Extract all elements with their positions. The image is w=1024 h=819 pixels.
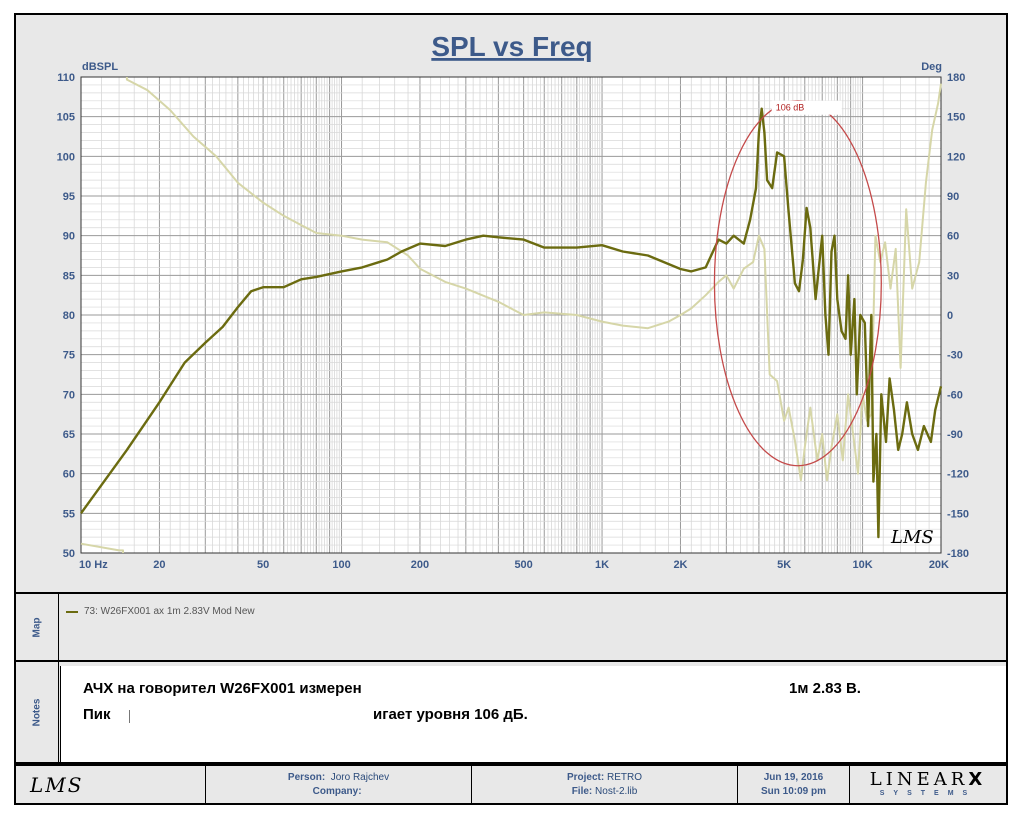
- x-tick-label: 10K: [852, 559, 872, 571]
- y-right-tick-label: -90: [947, 429, 963, 441]
- y-right-tick-label: 120: [947, 151, 965, 163]
- y-right-tick-label: 180: [947, 72, 965, 84]
- note-line-1: АЧХ на говорител W26FX001 измерен: [83, 680, 362, 697]
- y-right-tick-label: 0: [947, 310, 953, 322]
- x-tick-label: 5K: [777, 559, 791, 571]
- y-axis-label-left: dBSPL: [82, 61, 118, 73]
- note-line-1-right: 1м 2.83 В.: [789, 680, 861, 697]
- legend-entry[interactable]: 73: W26FX001 ax 1m 2.83V Mod New: [66, 606, 255, 617]
- notes-side-label: Notes: [16, 662, 59, 762]
- brand-logo: LINEARX: [869, 768, 987, 790]
- annotation-label: 106 dB: [776, 103, 805, 113]
- footer: LMS Person: Joro Rajchev Company: Projec…: [14, 764, 1008, 805]
- map-side-label: Map: [16, 594, 59, 660]
- x-tick-label: 50: [257, 559, 269, 571]
- y-right-tick-label: -30: [947, 350, 963, 362]
- spl-series-line: [80, 107, 943, 539]
- y-left-tick-label: 85: [63, 270, 75, 282]
- y-right-tick-label: 90: [947, 191, 959, 203]
- footer-date-cell: Jun 19, 2016 Sun 10:09 pm: [738, 766, 850, 803]
- person-value: Joro Rajchev: [330, 771, 390, 783]
- y-right-tick-label: -150: [947, 508, 969, 520]
- y-left-tick-label: 55: [63, 508, 75, 520]
- y-right-tick-label: 150: [947, 112, 965, 124]
- footer-brand-cell: LINEARX SYSTEMS: [850, 766, 1006, 803]
- spl-chart: SPL vs Freq dBSPL Deg 50 55 60 65 70 75 80 85 90…: [57, 31, 969, 571]
- file-value: Nost-2.lib: [595, 785, 638, 797]
- x-tick-label: 20K: [929, 559, 949, 571]
- x-tick-label: 2K: [673, 559, 687, 571]
- y-left-tick-label: 90: [63, 231, 75, 243]
- lms-logo: LMS: [30, 772, 84, 797]
- notes-box[interactable]: АЧХ на говорител W26FX001 измерен 1м 2.8…: [60, 666, 1006, 762]
- y-left-tick-label: 80: [63, 310, 75, 322]
- phase-series-line: [80, 77, 942, 553]
- footer-logo-cell: LMS: [16, 766, 206, 803]
- y-left-tick-label: 105: [57, 112, 75, 124]
- lms-watermark: LMS: [890, 527, 934, 548]
- y-left-tick-label: 100: [57, 151, 75, 163]
- annotation-background: [771, 100, 842, 115]
- x-tick-label: 1K: [595, 559, 609, 571]
- brand-subtitle: SYSTEMS: [879, 789, 977, 797]
- chart-title: SPL vs Freq: [431, 31, 592, 62]
- note-line-2a: Пик: [83, 706, 111, 723]
- y-left-tick-label: 50: [63, 548, 75, 560]
- y-left-tick-label: 70: [63, 389, 75, 401]
- time-value: Sun 10:09 pm: [760, 785, 827, 797]
- y-left-tick-label: 65: [63, 429, 75, 441]
- y-left-tick-label: 110: [57, 72, 75, 84]
- y-left-tick-label: 95: [63, 191, 75, 203]
- date-value: Jun 19, 2016: [763, 771, 824, 783]
- x-tick-label: 10 Hz: [79, 559, 108, 571]
- y-right-tick-label: -120: [947, 469, 969, 481]
- y-right-tick-label: -180: [947, 548, 969, 560]
- plot-border: [80, 76, 942, 554]
- x-tick-label: 20: [153, 559, 165, 571]
- text-cursor: [129, 710, 130, 723]
- x-tick-label: 100: [332, 559, 350, 571]
- x-tick-label: 500: [514, 559, 532, 571]
- note-line-2b: игает уровня 106 дБ.: [373, 706, 528, 723]
- footer-project-cell: Project: RETRO File: Nost-2.lib: [472, 766, 738, 803]
- legend-label: 73: W26FX001 ax 1m 2.83V Mod New: [84, 606, 255, 617]
- footer-person-cell: Person: Joro Rajchev Company:: [206, 766, 472, 803]
- project-value: RETRO: [607, 771, 642, 783]
- y-right-tick-label: -60: [947, 389, 963, 401]
- y-left-tick-label: 60: [63, 469, 75, 481]
- y-axis-label-right: Deg: [921, 61, 942, 73]
- map-panel: Map 73: W26FX001 ax 1m 2.83V Mod New: [14, 592, 1008, 662]
- legend-swatch: [66, 610, 78, 613]
- y-left-tick-label: 75: [63, 350, 75, 362]
- y-right-tick-label: 60: [947, 231, 959, 243]
- notes-panel: Notes АЧХ на говорител W26FX001 измерен …: [14, 660, 1008, 764]
- x-tick-label: 200: [411, 559, 429, 571]
- y-right-tick-label: 30: [947, 270, 959, 282]
